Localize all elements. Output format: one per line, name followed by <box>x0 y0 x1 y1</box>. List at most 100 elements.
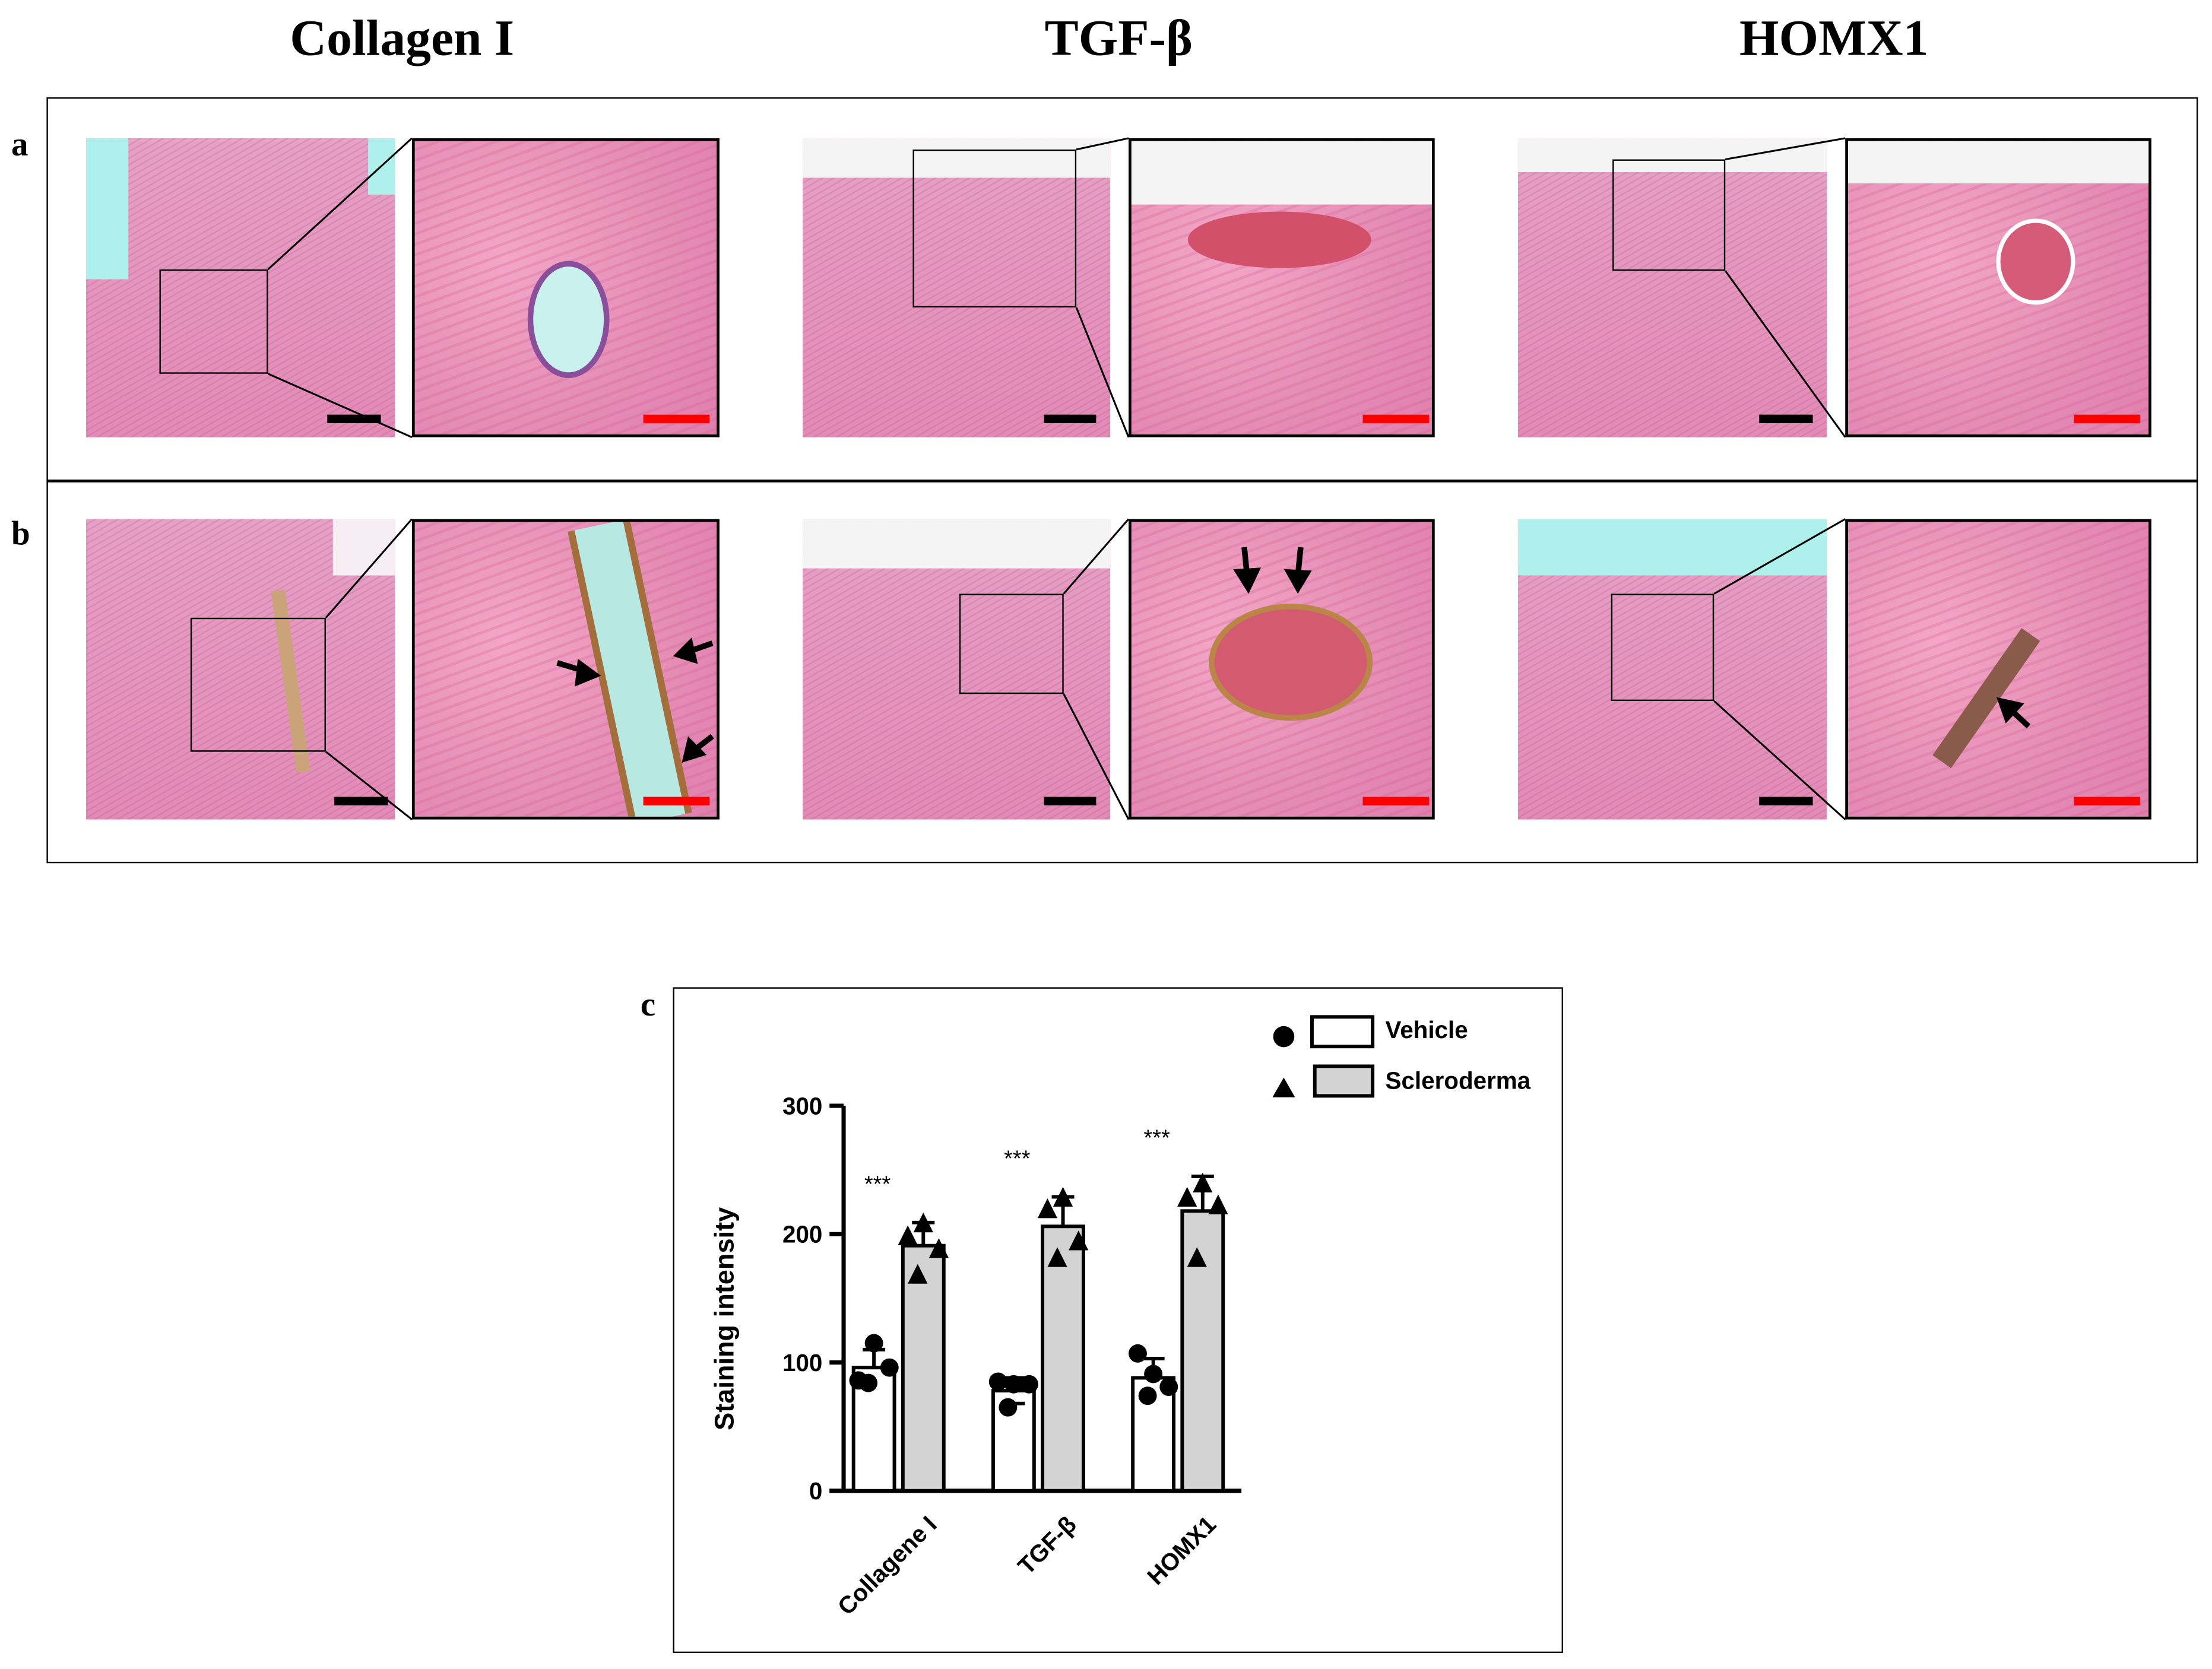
connector-line <box>1063 518 1130 595</box>
data-point-triangle <box>898 1225 918 1245</box>
legend-swatch-vehicle <box>1310 1015 1375 1049</box>
connector-line <box>1063 693 1130 820</box>
scale-bar-black <box>1044 797 1097 805</box>
micrograph-a-homx1-low <box>1517 138 1827 437</box>
bar-scleroderma <box>1041 1224 1085 1493</box>
scale-bar-black <box>1759 797 1813 805</box>
scale-bar-black <box>334 797 388 805</box>
inset-box <box>1611 594 1715 702</box>
micrograph-a-collagen-high <box>411 138 720 437</box>
significance-label: *** <box>1004 1146 1031 1171</box>
data-point-triangle <box>1069 1230 1089 1251</box>
connector-line <box>1076 137 1129 151</box>
data-point-circle <box>1004 1375 1023 1394</box>
inset-box <box>159 269 268 374</box>
micrograph-b-tgf-low <box>803 519 1111 820</box>
arrow-icon <box>673 637 714 664</box>
scale-bar-red <box>643 414 710 423</box>
panel-label-c: c <box>640 987 656 1024</box>
scale-bar-red <box>1362 797 1430 805</box>
connector-line <box>1713 518 1846 595</box>
data-point-circle <box>880 1358 899 1377</box>
y-tick-label: 300 <box>782 1092 822 1119</box>
legend-label-scleroderma: Scleroderma <box>1386 1067 1531 1094</box>
micrograph-b-homx1-low <box>1517 519 1827 820</box>
inset-box <box>912 149 1077 308</box>
micrograph-b-homx1-high <box>1845 519 2151 820</box>
micrograph-a-tgf-low <box>803 138 1111 437</box>
column-title-homx1: HOMX1 <box>1739 9 1929 66</box>
arrow-icon <box>1233 547 1261 594</box>
panel-b-frame <box>46 479 2198 864</box>
y-axis-label: Staining intensity <box>709 1207 740 1430</box>
y-tick-label: 0 <box>809 1477 822 1505</box>
panel-label-a: a <box>11 126 28 164</box>
data-point-triangle <box>1177 1186 1197 1207</box>
connector-line <box>1725 137 1846 161</box>
data-point-circle <box>1159 1378 1178 1397</box>
panel-a-frame <box>46 97 2198 483</box>
scale-bar-red <box>2074 797 2140 805</box>
data-point-circle <box>1144 1365 1163 1384</box>
legend-label-vehicle: Vehicle <box>1386 1016 1468 1043</box>
micrograph-b-tgf-high <box>1129 519 1435 820</box>
data-point-circle <box>988 1372 1007 1391</box>
data-point-triangle <box>1208 1194 1228 1214</box>
micrograph-a-homx1-high <box>1845 138 2151 437</box>
data-point-triangle <box>1053 1186 1073 1207</box>
arrow-icon <box>682 734 714 763</box>
connector-line <box>1713 700 1846 820</box>
data-point-triangle <box>1037 1198 1058 1219</box>
inset-box <box>959 594 1064 694</box>
legend: Vehicle Scleroderma <box>1272 1015 1531 1098</box>
y-tick-label: 200 <box>782 1221 822 1248</box>
data-point-triangle <box>1047 1247 1067 1267</box>
legend-swatch-scleroderma <box>1313 1064 1375 1098</box>
inset-box <box>190 617 326 752</box>
data-point-triangle <box>928 1238 949 1258</box>
significance-label: *** <box>864 1172 891 1197</box>
micrograph-b-collagen-high <box>411 519 720 820</box>
scale-bar-black <box>1759 414 1813 423</box>
bar-chart: Vehicle Scleroderma Staining intensity 0… <box>709 1015 1531 1620</box>
column-title-collagen: Collagen I <box>290 9 515 66</box>
column-title-tgf-beta: TGF-β <box>1044 9 1193 66</box>
bar-scleroderma <box>901 1243 946 1493</box>
inset-box <box>1612 159 1726 271</box>
connector-line <box>1724 270 1846 438</box>
data-point-circle <box>1138 1386 1157 1405</box>
scale-bar-red <box>643 797 710 805</box>
connector-line <box>325 751 413 820</box>
data-point-circle <box>1020 1375 1038 1394</box>
x-tick-label: TGF-β <box>1012 1511 1082 1580</box>
data-point-circle <box>864 1334 883 1353</box>
data-point-circle <box>999 1398 1018 1417</box>
micrograph-a-tgf-high <box>1129 138 1435 437</box>
arrow-icon <box>1284 547 1312 594</box>
y-tick-label: 100 <box>782 1349 822 1376</box>
panel-label-b: b <box>11 516 30 553</box>
data-point-triangle <box>1187 1247 1207 1267</box>
connector-overlay <box>267 137 2031 820</box>
micrograph-b-collagen-low <box>85 519 395 820</box>
data-point-triangle <box>1193 1172 1213 1193</box>
bar-scleroderma <box>1180 1209 1225 1493</box>
legend-marker-circle <box>1273 1026 1295 1048</box>
arrow-icon <box>1996 697 2031 729</box>
chart-frame <box>673 987 1563 1654</box>
connector-line <box>325 518 413 618</box>
scale-bar-red <box>2074 414 2140 423</box>
data-point-triangle <box>908 1264 928 1284</box>
x-tick-label: Collagene I <box>832 1511 942 1620</box>
micrograph-a-collagen-low <box>85 138 395 437</box>
connector-line <box>267 373 413 439</box>
significance-label: *** <box>1143 1126 1170 1151</box>
legend-marker-triangle <box>1272 1077 1295 1097</box>
x-tick-label: HOMX1 <box>1142 1511 1221 1590</box>
connector-line <box>1075 307 1130 438</box>
data-point-triangle <box>913 1212 933 1233</box>
connector-line <box>267 137 413 271</box>
scale-bar-red <box>1362 414 1430 423</box>
scale-bar-black <box>1044 414 1097 423</box>
